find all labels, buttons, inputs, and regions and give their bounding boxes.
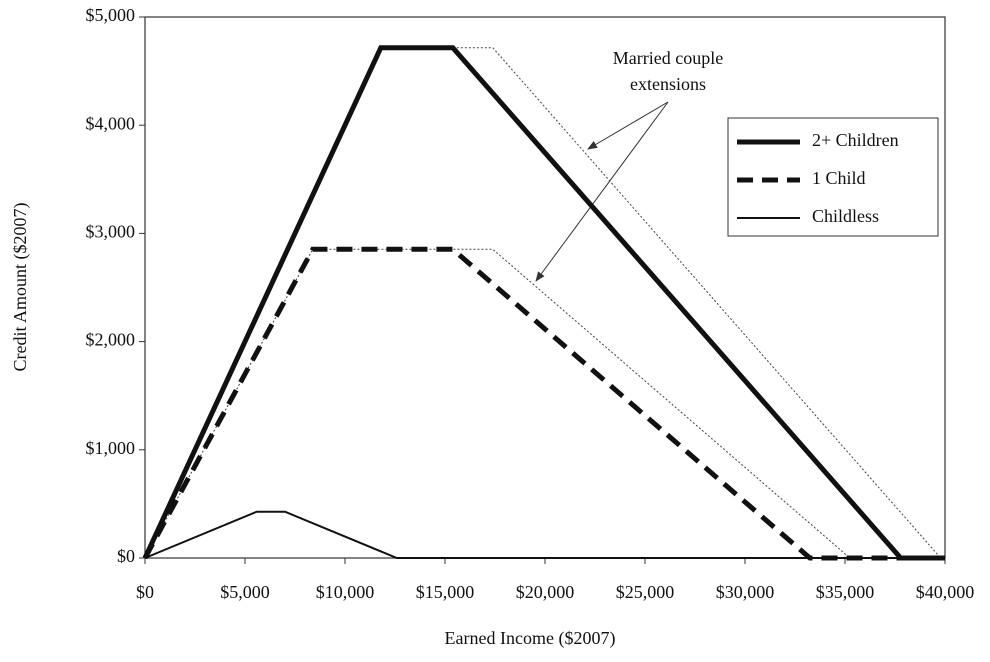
y-tick-label: $0 (117, 546, 135, 566)
x-tick-label: $30,000 (716, 582, 775, 602)
annotation: Married couple (613, 48, 723, 68)
series-line (452, 47, 942, 559)
legend-label: 2+ Children (812, 130, 899, 150)
x-tick-label: $20,000 (516, 582, 575, 602)
y-axis-label: Credit Amount ($2007) (10, 203, 31, 372)
arrow (587, 101, 669, 150)
plot-frame (144, 16, 946, 559)
x-tick-label: $10,000 (316, 582, 375, 602)
series-line (144, 510, 945, 559)
x-tick-label: $40,000 (916, 582, 975, 602)
legend-box (727, 117, 939, 237)
x-tick-label: $0 (136, 582, 154, 602)
arrow (535, 101, 669, 282)
y-tick-label: $4,000 (86, 113, 136, 133)
series-line (144, 248, 851, 559)
x-tick-label: $35,000 (816, 582, 875, 602)
y-tick-label: $3,000 (86, 222, 136, 242)
x-tick-label: $15,000 (416, 582, 475, 602)
x-tick-label: $25,000 (616, 582, 675, 602)
legend-label: 1 Child (812, 168, 866, 188)
x-axis-label: Earned Income ($2007) (445, 628, 616, 649)
y-tick-label: $1,000 (86, 438, 136, 458)
y-tick-label: $5,000 (86, 5, 136, 25)
x-tick-label: $5,000 (220, 582, 270, 602)
legend-label: Childless (812, 206, 879, 226)
y-tick-label: $2,000 (86, 330, 136, 350)
annotation: extensions (630, 74, 706, 94)
